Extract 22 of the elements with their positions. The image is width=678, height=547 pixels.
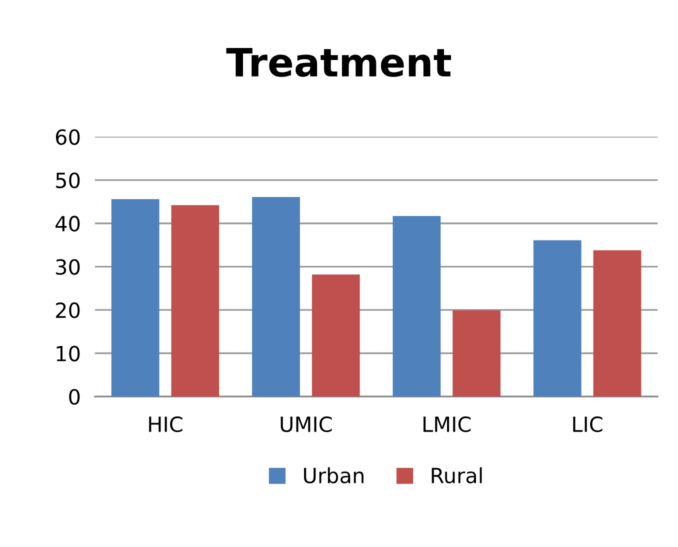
y-tick-label: 60 (56, 129, 80, 145)
bar (392, 216, 441, 397)
bar (312, 274, 360, 397)
bar (533, 240, 582, 397)
y-tick-label: 0 (69, 389, 80, 405)
x-tick-label: LMIC (424, 416, 471, 432)
x-tick-label: HIC (149, 416, 182, 432)
legend-label: Rural (432, 467, 482, 484)
y-tick-label: 50 (56, 172, 80, 188)
x-tick-label: LIC (573, 416, 602, 432)
bar (252, 196, 300, 397)
legend-label: Urban (304, 467, 364, 484)
bar (452, 310, 501, 397)
y-tick-label: 40 (56, 216, 80, 232)
x-tick-label: UMIC (280, 416, 332, 432)
y-tick-label: 10 (56, 346, 80, 362)
bar (593, 250, 642, 397)
chart-title: Treatment (226, 48, 452, 77)
bar (111, 199, 160, 397)
y-tick-label: 20 (56, 302, 80, 318)
bar (171, 205, 220, 397)
y-tick-label: 30 (56, 259, 80, 275)
